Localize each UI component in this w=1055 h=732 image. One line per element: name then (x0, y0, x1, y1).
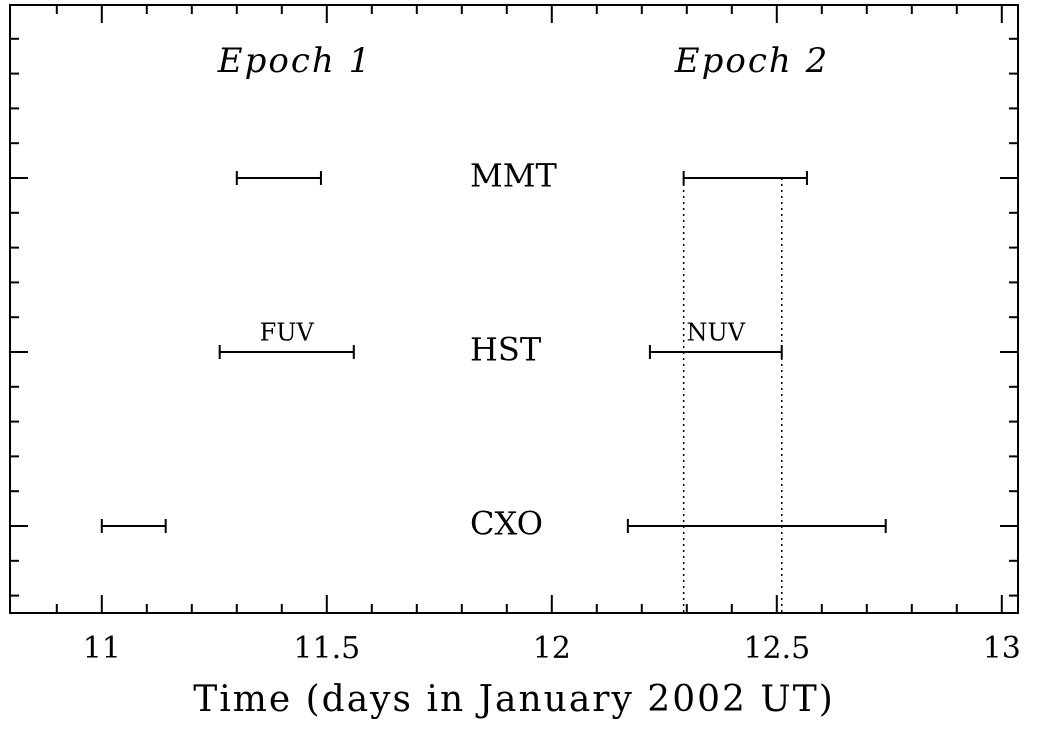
row-label: HST (470, 331, 542, 369)
row-label: CXO (470, 505, 543, 543)
x-tick-label: 11.5 (293, 631, 360, 666)
interval-label: NUV (687, 319, 746, 347)
x-tick-label: 11 (83, 631, 121, 666)
epoch-label: Epoch 2 (674, 41, 829, 81)
interval-label: FUV (260, 319, 315, 347)
row-label: MMT (470, 157, 558, 195)
x-axis-label: Time (days in January 2002 UT) (193, 679, 835, 720)
x-tick-label: 12 (533, 631, 571, 666)
epoch-label: Epoch 1 (217, 41, 372, 81)
x-tick-label: 12.5 (743, 631, 810, 666)
plot-frame (9, 4, 1019, 614)
x-tick-label: 13 (983, 631, 1021, 666)
